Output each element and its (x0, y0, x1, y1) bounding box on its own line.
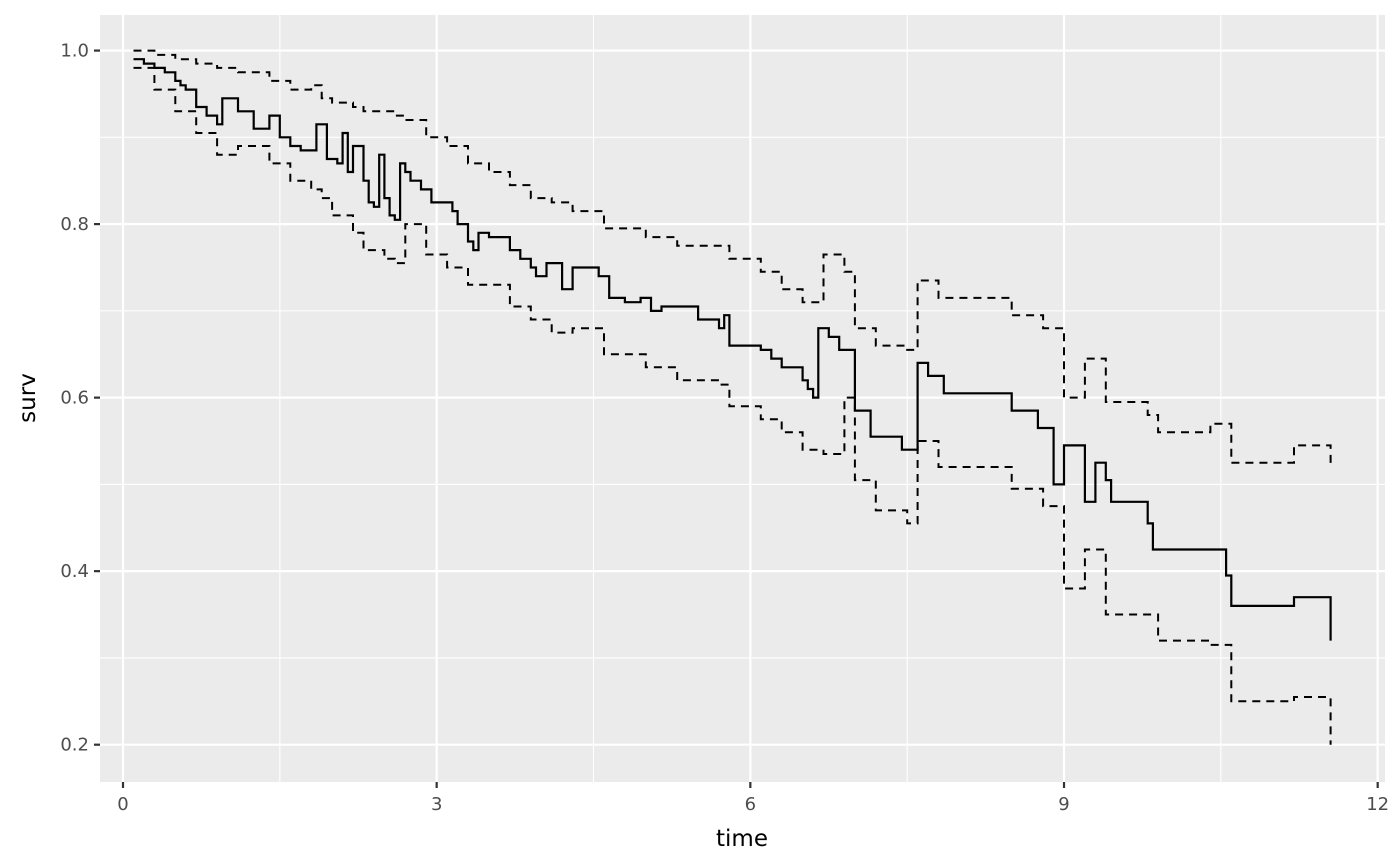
y-tick-label: 0.6 (60, 388, 89, 409)
x-tick-label: 3 (431, 794, 442, 815)
y-axis-title: surv (15, 373, 41, 423)
x-axis-title: time (716, 826, 768, 852)
survival-curve (133, 58, 1332, 641)
x-tick-label: 0 (117, 794, 128, 815)
major-gridlines (100, 15, 1385, 782)
lower-confidence-band (133, 66, 1332, 745)
x-tick-label: 12 (1366, 794, 1389, 815)
y-tick-label: 0.4 (60, 561, 89, 582)
x-tick-label: 9 (1058, 794, 1069, 815)
y-tick-label: 0.2 (60, 735, 89, 756)
x-tick-label: 6 (745, 794, 756, 815)
y-tick-label: 0.8 (60, 214, 89, 235)
y-tick-label: 1.0 (60, 41, 89, 62)
x-axis: 0 3 6 9 12 (117, 782, 1389, 815)
series-layer (133, 49, 1332, 745)
y-axis: 0.2 0.4 0.6 0.8 1.0 (60, 41, 100, 756)
